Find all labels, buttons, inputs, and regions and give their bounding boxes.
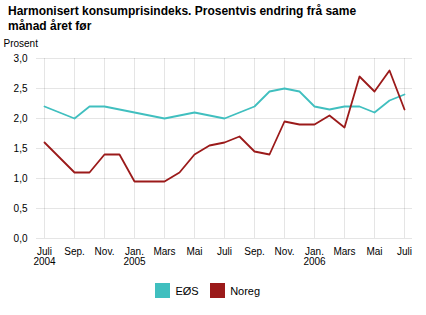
svg-text:Juli2004: Juli2004 [33, 246, 56, 267]
svg-text:1,5: 1,5 [14, 143, 28, 154]
svg-text:3,0: 3,0 [14, 53, 28, 64]
svg-text:0,0: 0,0 [14, 233, 28, 244]
svg-text:Jan.2006: Jan.2006 [303, 246, 326, 267]
svg-text:Jan.2005: Jan.2005 [123, 246, 146, 267]
svg-text:1,0: 1,0 [14, 173, 28, 184]
svg-text:Sep.: Sep. [244, 246, 265, 257]
svg-text:Nov.: Nov. [275, 246, 295, 257]
svg-text:Juli: Juli [397, 246, 412, 257]
svg-text:2,0: 2,0 [14, 113, 28, 124]
svg-text:Prosent: Prosent [4, 38, 39, 49]
svg-text:0,5: 0,5 [14, 203, 28, 214]
svg-text:2,5: 2,5 [14, 83, 28, 94]
html-text:EØS: EØS [175, 284, 199, 297]
svg-text:Juli: Juli [217, 246, 232, 257]
svg-text:Mars: Mars [333, 246, 355, 257]
svg-text:Nov.: Nov. [95, 246, 115, 257]
svg-text:Sep.: Sep. [64, 246, 85, 257]
svg-text:Mai: Mai [366, 246, 382, 257]
svg-text:Mars: Mars [153, 246, 175, 257]
html-text:Harmonisert konsumprisindeks.: Harmonisert konsumprisindeks. Prosentvis… [8, 4, 357, 33]
svg-text:Mai: Mai [186, 246, 202, 257]
html-text:Noreg: Noreg [230, 284, 261, 297]
